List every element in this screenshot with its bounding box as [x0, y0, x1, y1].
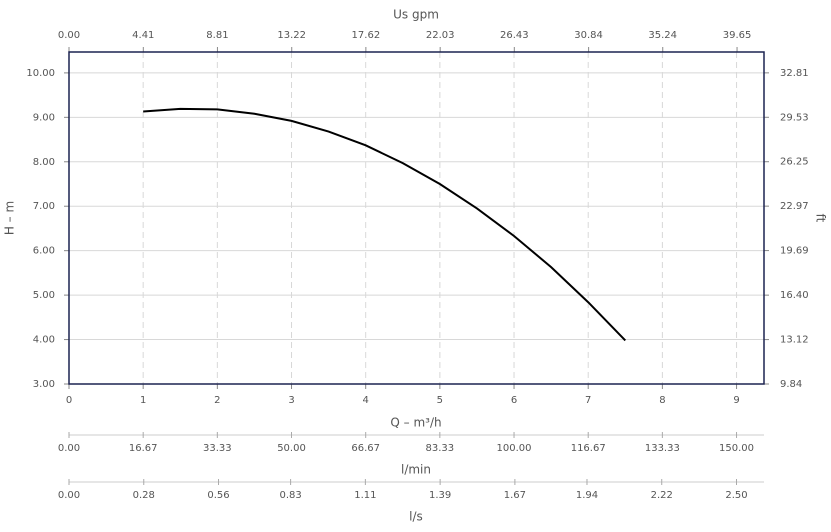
top-tick-label: 8.81 [206, 30, 228, 41]
y-tick-label: 10.00 [26, 68, 55, 79]
plot-frame [68, 51, 765, 385]
x-tick-label: 7 [585, 395, 591, 406]
x-tick-label: 1 [140, 395, 146, 406]
top-tick-label: 13.22 [277, 30, 306, 41]
y-tick-label: 5.00 [33, 290, 55, 301]
axis-tick-label: 116.67 [571, 443, 606, 454]
axis-tick-label: 16.67 [129, 443, 158, 454]
axis-tick-label: 1.39 [429, 490, 451, 501]
axis-tick-label: 50.00 [277, 443, 306, 454]
x-tick-label: 3 [288, 395, 294, 406]
axis-tick-label: 1.11 [354, 490, 376, 501]
y2-tick-label: 29.53 [780, 112, 809, 123]
top-tick-label: 30.84 [574, 30, 603, 41]
axis-tick-label: 150.00 [719, 443, 754, 454]
y2-tick-label: 13.12 [780, 335, 809, 346]
x-tick-label: 9 [733, 395, 739, 406]
y2-tick-label: 19.69 [780, 246, 809, 257]
y-tick-label: 6.00 [33, 246, 55, 257]
y-tick-label: 3.00 [33, 379, 55, 390]
axis-tick-label: 0.00 [58, 443, 80, 454]
y2-tick-label: 16.40 [780, 290, 809, 301]
y-tick-label: 4.00 [33, 335, 55, 346]
axis-tick-label: 0.00 [58, 490, 80, 501]
top-tick-label: 26.43 [500, 30, 529, 41]
top-tick-label: 17.62 [352, 30, 381, 41]
axis-tick-label: 66.67 [351, 443, 380, 454]
axis-title: l/min [401, 463, 431, 477]
y-tick-label: 7.00 [33, 201, 55, 212]
y2-axis-title: ft [814, 214, 828, 223]
top-tick-label: 22.03 [426, 30, 455, 41]
x-tick-label: 2 [214, 395, 220, 406]
axis-tick-label: 33.33 [203, 443, 232, 454]
axis-tick-label: 2.50 [725, 490, 747, 501]
axis-tick-label: 2.22 [651, 490, 673, 501]
x-tick-label: 5 [437, 395, 443, 406]
x-tick-label: 4 [363, 395, 369, 406]
y-tick-label: 9.00 [33, 112, 55, 123]
axis-tick-label: 1.67 [504, 490, 526, 501]
axis-title: l/s [409, 510, 423, 524]
axis-tick-label: 100.00 [497, 443, 532, 454]
x-axis-title: Q – m³/h [390, 416, 441, 430]
axis-tick-label: 1.94 [576, 490, 598, 501]
y2-tick-label: 32.81 [780, 68, 809, 79]
y2-tick-label: 26.25 [780, 157, 809, 168]
top-axis-title: Us gpm [393, 8, 439, 22]
axis-tick-label: 0.28 [133, 490, 155, 501]
y2-tick-label: 9.84 [780, 379, 802, 390]
top-tick-label: 0.00 [58, 30, 80, 41]
top-tick-label: 4.41 [132, 30, 154, 41]
x-tick-label: 8 [659, 395, 665, 406]
axis-tick-label: 83.33 [426, 443, 455, 454]
y-axis-title: H – m [3, 201, 17, 235]
axis-tick-label: 133.33 [645, 443, 680, 454]
y2-tick-label: 22.97 [780, 201, 809, 212]
x-tick-label: 6 [511, 395, 517, 406]
axis-tick-label: 0.83 [279, 490, 301, 501]
top-tick-label: 39.65 [723, 30, 752, 41]
axis-tick-label: 0.56 [207, 490, 229, 501]
y-tick-label: 8.00 [33, 157, 55, 168]
x-tick-label: 0 [66, 395, 72, 406]
top-tick-label: 35.24 [648, 30, 677, 41]
pump-curve [143, 107, 627, 342]
